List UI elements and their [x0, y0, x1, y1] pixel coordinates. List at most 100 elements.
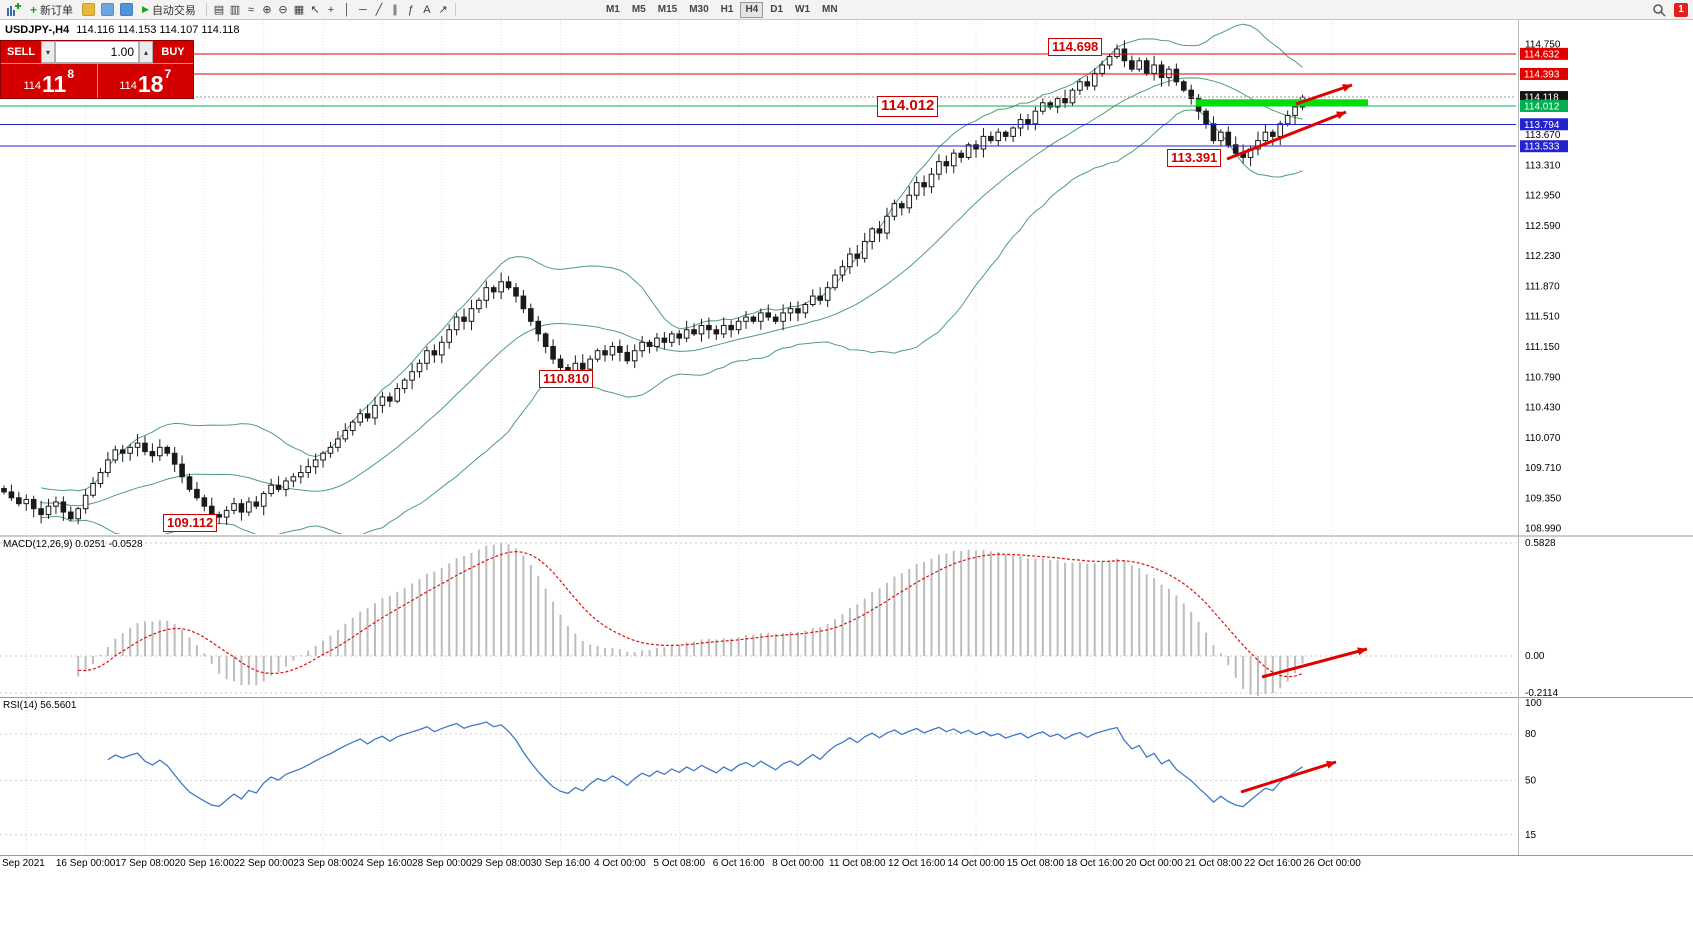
crosshair-icon[interactable]: +: [327, 3, 335, 16]
svg-text:22 Oct 16:00: 22 Oct 16:00: [1244, 858, 1302, 869]
sell-price-display[interactable]: 114 11 8: [1, 64, 98, 98]
notification-badge[interactable]: 1: [1674, 2, 1688, 17]
autotrading-play-icon: ▶: [142, 4, 149, 14]
charts-bar-icon[interactable]: ▤: [213, 4, 225, 16]
rsi-panel: [107, 721, 1303, 808]
timeframe-m15-button[interactable]: M15: [653, 2, 682, 18]
svg-text:109.350: 109.350: [1525, 493, 1562, 504]
timeframe-m30-button[interactable]: M30: [684, 2, 713, 18]
new-chart-button[interactable]: [3, 1, 24, 19]
svg-text:17 Sep 08:00: 17 Sep 08:00: [115, 858, 175, 869]
svg-text:113.310: 113.310: [1525, 160, 1561, 171]
search-icon[interactable]: [1652, 3, 1666, 17]
macd-label: MACD(12,26,9) 0.0251 -0.0528: [3, 539, 143, 550]
autotrading-label: 自动交易: [151, 4, 196, 17]
timeframe-m5-button[interactable]: M5: [627, 2, 651, 18]
svg-text:15 Oct 08:00: 15 Oct 08:00: [1007, 858, 1065, 869]
svg-text:12 Oct 16:00: 12 Oct 16:00: [888, 858, 946, 869]
fibonacci-icon[interactable]: ƒ: [407, 3, 414, 16]
price-annotation[interactable]: 110.810: [539, 370, 594, 389]
trendline-icon[interactable]: ╱: [375, 4, 383, 16]
channel-icon[interactable]: ∥: [392, 4, 398, 16]
volume-decrease-button[interactable]: ▾: [41, 41, 55, 63]
svg-text:113.533: 113.533: [1524, 142, 1560, 153]
buy-button[interactable]: BUY: [153, 41, 193, 63]
svg-text:80: 80: [1525, 729, 1537, 740]
timeframe-w1-button[interactable]: W1: [790, 2, 815, 18]
timeframe-h1-button[interactable]: H1: [716, 2, 739, 18]
charts-line-icon[interactable]: ≈: [247, 3, 254, 16]
price-annotation[interactable]: 114.012: [877, 96, 939, 117]
bid-prefix: 114: [23, 80, 42, 92]
price-annotation[interactable]: 114.698: [1048, 38, 1103, 57]
price-annotation[interactable]: 113.391: [1167, 149, 1222, 168]
svg-text:0.00: 0.00: [1525, 651, 1545, 662]
svg-text:114.118: 114.118: [1524, 93, 1559, 104]
new-chart-icon: [7, 2, 21, 16]
new-order-button[interactable]: + 新订单: [24, 1, 79, 19]
svg-text:30 Sep 16:00: 30 Sep 16:00: [531, 858, 591, 869]
svg-text:100: 100: [1525, 698, 1542, 709]
toolbar-separator: [205, 3, 207, 16]
timeframe-m1-button[interactable]: M1: [601, 2, 625, 18]
timeframe-d1-button[interactable]: D1: [765, 2, 788, 18]
trade-prices-row: 114 11 8 114 18 7: [1, 63, 193, 98]
svg-text:113.794: 113.794: [1524, 120, 1560, 131]
one-click-trading-panel: SELL ▾ ▴ BUY 114 11 8 114 18 7: [0, 40, 194, 99]
svg-text:11 Oct 08:00: 11 Oct 08:00: [829, 858, 886, 869]
symbol-timeframe-label: USDJPY-,H4: [5, 24, 70, 36]
buy-price-display[interactable]: 114 18 7: [98, 64, 194, 98]
price-tag: [1520, 47, 1568, 60]
volume-input[interactable]: [55, 41, 139, 63]
timeframe-mn-button[interactable]: MN: [817, 2, 843, 18]
horizontal-line-icon[interactable]: ─: [359, 3, 367, 16]
community-icon[interactable]: [120, 3, 134, 16]
svg-text:8 Oct 00:00: 8 Oct 00:00: [772, 858, 824, 869]
signals-icon[interactable]: [101, 3, 115, 16]
toolbar-separator: [454, 3, 456, 16]
arrow-object-icon[interactable]: ↗: [438, 4, 448, 16]
svg-text:24 Sep 16:00: 24 Sep 16:00: [353, 858, 413, 869]
ask-prefix: 114: [119, 80, 137, 92]
svg-text:109.710: 109.710: [1525, 463, 1562, 474]
bid-pipette: 8: [67, 67, 75, 81]
ask-pipette: 7: [164, 67, 172, 81]
market-icon[interactable]: [82, 3, 96, 16]
zoom-out-icon[interactable]: ⊖: [278, 4, 288, 16]
svg-text:111.150: 111.150: [1525, 342, 1560, 353]
svg-text:26 Oct 00:00: 26 Oct 00:00: [1304, 858, 1362, 869]
price-annotation[interactable]: 109.112: [163, 514, 218, 533]
text-label-icon[interactable]: A: [423, 3, 431, 16]
svg-text:110.430: 110.430: [1525, 403, 1561, 414]
timeframe-h4-button[interactable]: H4: [740, 1, 764, 18]
svg-text:110.070: 110.070: [1525, 433, 1561, 444]
grid: [0, 20, 1516, 855]
svg-text:15: 15: [1525, 830, 1537, 841]
tile-windows-icon[interactable]: ▦: [293, 4, 305, 16]
sell-button[interactable]: SELL: [1, 41, 41, 63]
price-tag: [1520, 67, 1568, 80]
svg-text:28 Sep 00:00: 28 Sep 00:00: [412, 858, 472, 869]
vertical-line-icon[interactable]: │: [343, 3, 351, 16]
volume-increase-button[interactable]: ▴: [139, 41, 153, 63]
chart-header: USDJPY-,H4 114.116 114.153 114.107 114.11…: [5, 24, 240, 36]
new-order-label: 新订单: [40, 4, 74, 17]
svg-text:114.750: 114.750: [1525, 39, 1561, 50]
svg-text:114.632: 114.632: [1524, 49, 1560, 60]
cursor-icon[interactable]: ↖: [310, 4, 320, 16]
svg-text:20 Oct 00:00: 20 Oct 00:00: [1125, 858, 1183, 869]
svg-text:23 Sep 08:00: 23 Sep 08:00: [293, 858, 353, 869]
rsi-label: RSI(14) 56.5601: [3, 700, 77, 711]
svg-text:14 Oct 00:00: 14 Oct 00:00: [947, 858, 1005, 869]
svg-text:112.950: 112.950: [1525, 191, 1561, 202]
svg-text:114.393: 114.393: [1524, 69, 1560, 80]
autotrading-button[interactable]: ▶ 自动交易: [136, 1, 202, 19]
zoom-in-icon[interactable]: ⊕: [262, 4, 272, 16]
toolbar-right: 1: [1652, 2, 1690, 17]
charts-candles-icon[interactable]: ▥: [229, 4, 241, 16]
svg-text:5 Oct 08:00: 5 Oct 08:00: [653, 858, 705, 869]
new-order-icon: +: [30, 2, 38, 17]
